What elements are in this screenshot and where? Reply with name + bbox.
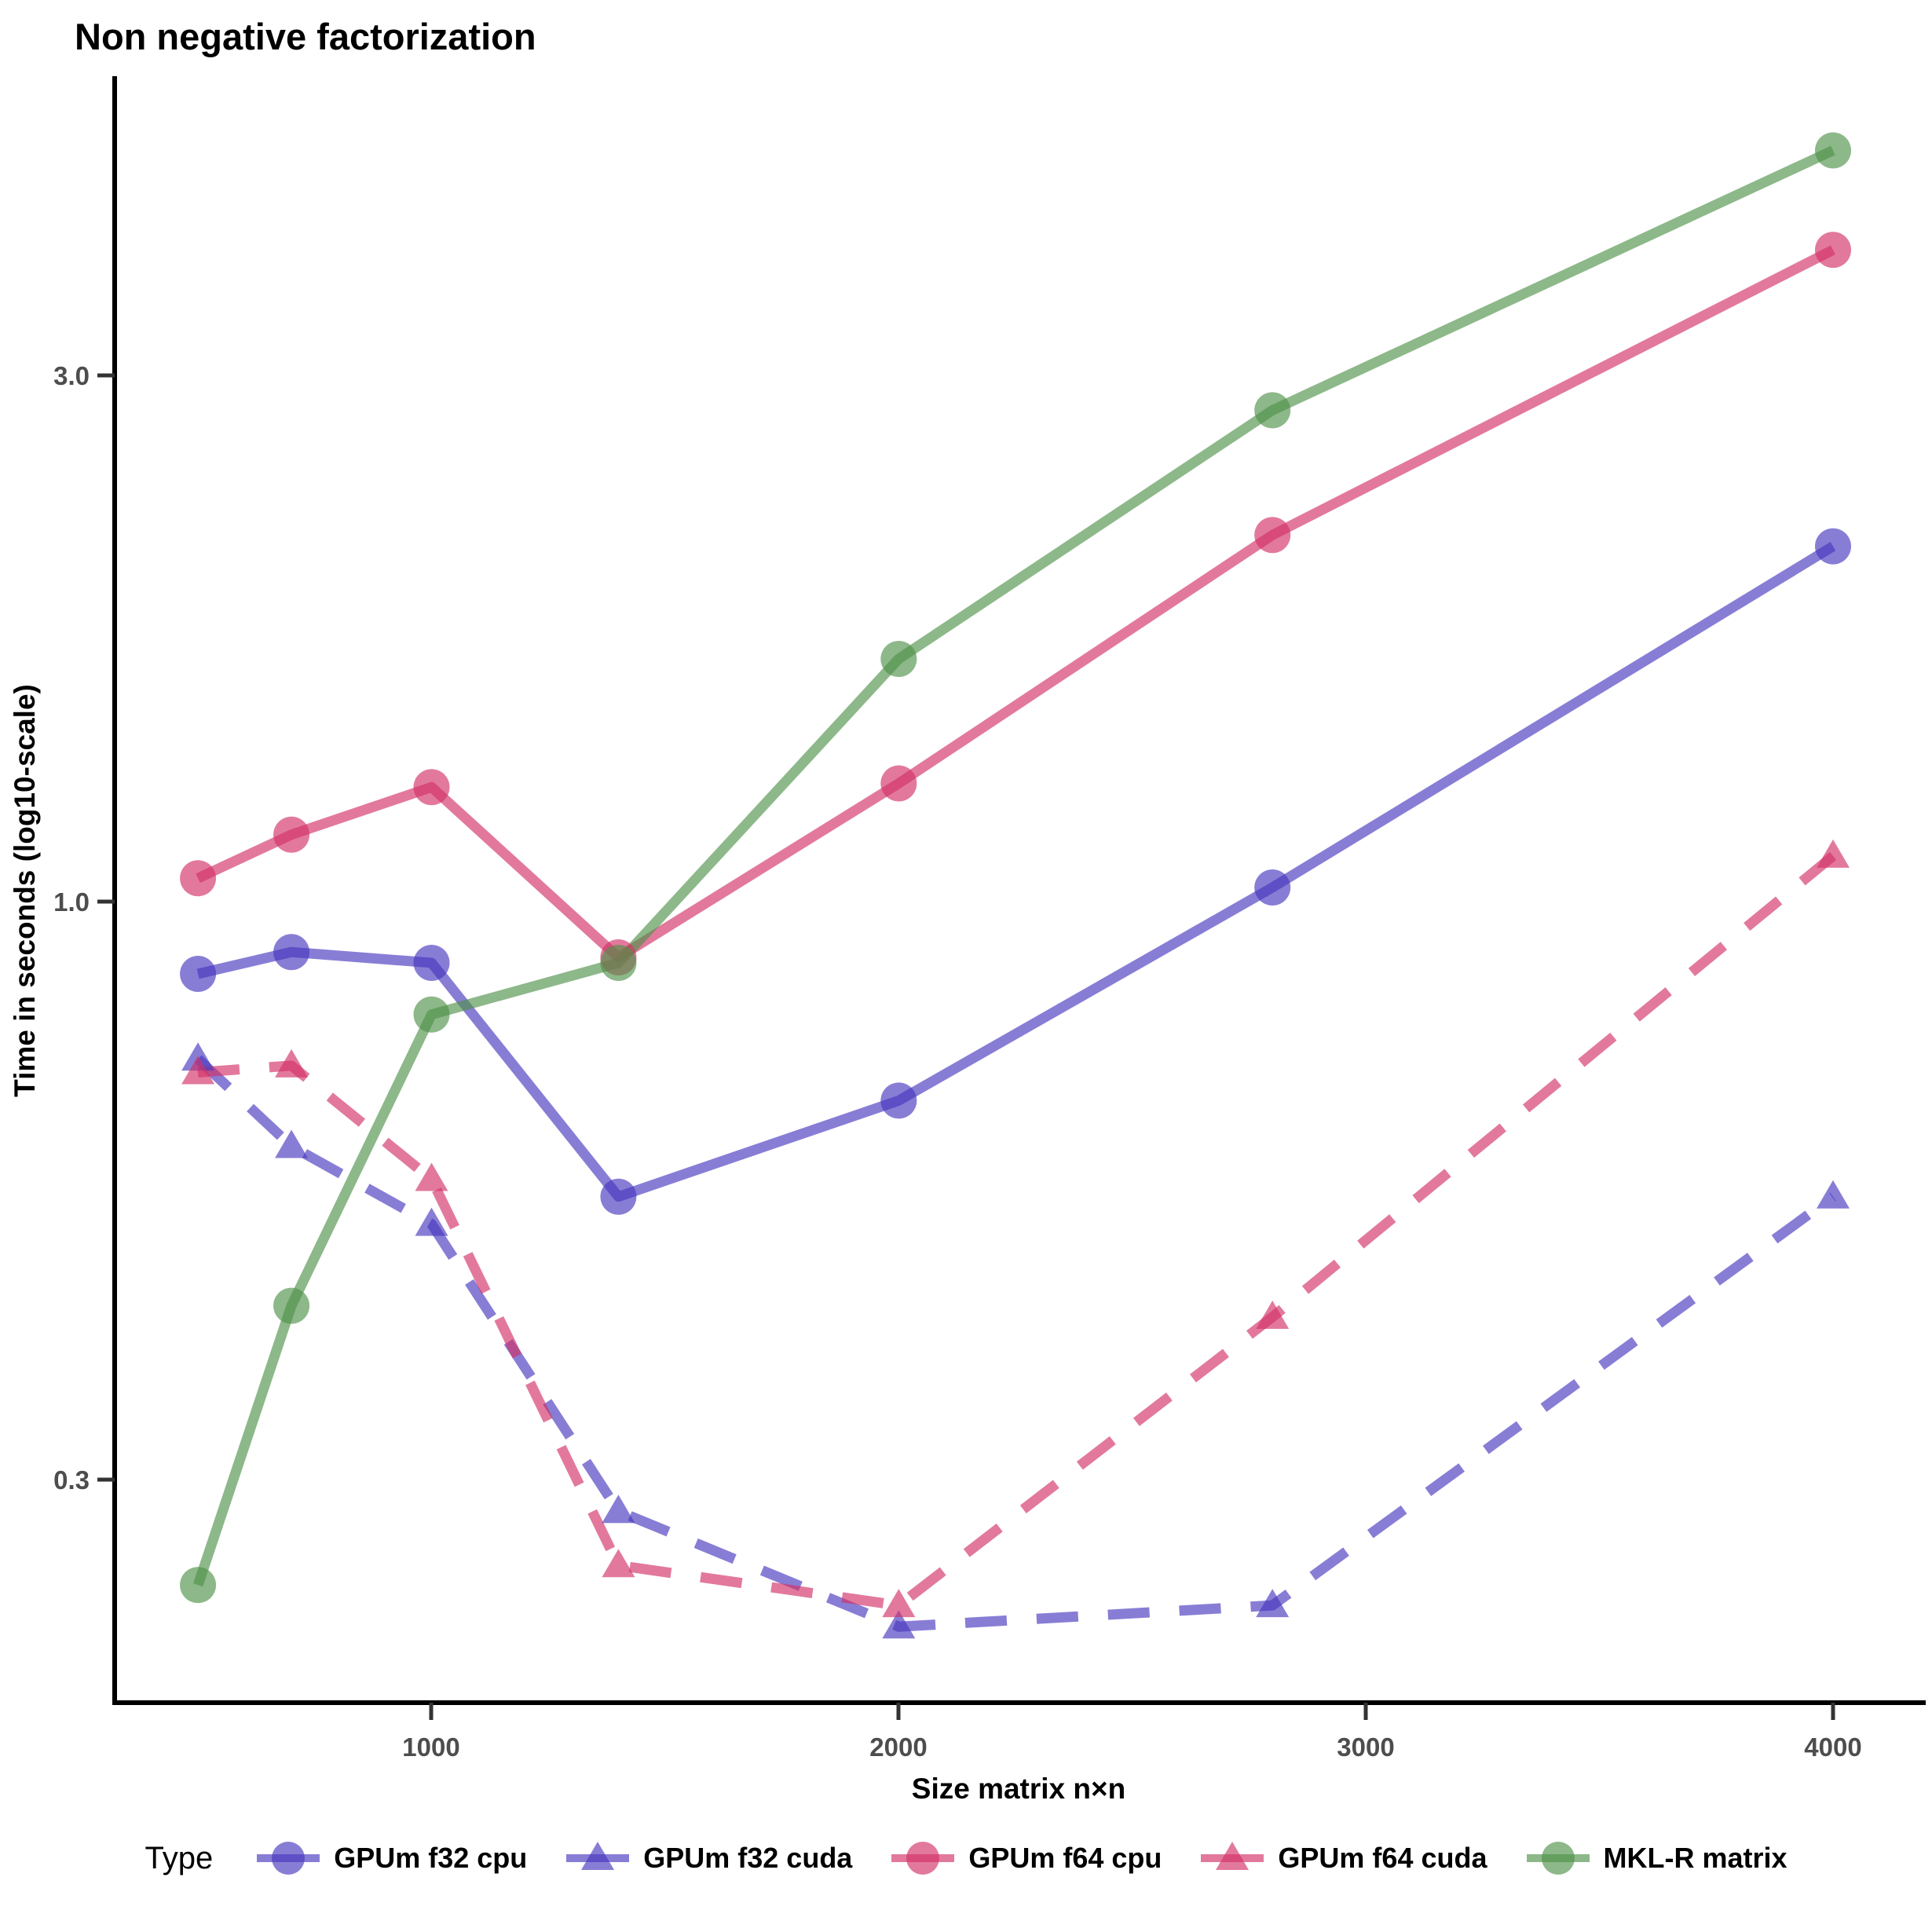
y-axis-title: Time in seconds (log10-scale): [9, 684, 41, 1097]
series-line-gpum-f32-cuda: [194, 1055, 1836, 1632]
x-axis-title: Size matrix n×n: [912, 1773, 1125, 1805]
axes: 1000 2000 3000 4000 3.0 1.0 0.3: [53, 76, 1926, 1762]
x-tick-label-0: 1000: [402, 1733, 459, 1762]
series-line-mkl-r-matrix: [192, 145, 1835, 1587]
point-gpum-f64-cuda-1000: [415, 1162, 448, 1191]
legend-label: GPUm f64 cuda: [1278, 1842, 1487, 1874]
y-tick-label-0: 3.0: [53, 361, 90, 390]
point-gpum-f32-cpu-4000: [1815, 528, 1851, 565]
x-tick-label-1: 2000: [869, 1733, 927, 1762]
point-gpum-f64-cuda-500: [181, 1056, 215, 1085]
point-mkl-r-matrix-4000: [1815, 132, 1851, 169]
legend-key-circle-icon: [1526, 1842, 1590, 1875]
legend-label: GPUm f64 cpu: [968, 1842, 1162, 1874]
point-gpum-f32-cuda-2000: [882, 1610, 916, 1639]
y-tick-label-1: 1.0: [53, 887, 90, 917]
point-gpum-f32-cpu-2800: [1254, 869, 1291, 906]
legend-key-triangle-icon: [566, 1842, 630, 1870]
series-line-gpum-f32-cpu: [196, 542, 1836, 1202]
legend-key-circle-icon: [257, 1842, 320, 1875]
point-gpum-f32-cpu-700: [273, 934, 310, 971]
legend-item-gpum-f32-cpu: GPUm f32 cpu: [254, 1835, 527, 1882]
series-points-layer: [180, 132, 1851, 1639]
point-mkl-r-matrix-500: [180, 1567, 217, 1604]
point-gpum-f32-cuda-1000: [415, 1207, 448, 1236]
point-gpum-f64-cpu-4000: [1815, 232, 1851, 269]
point-gpum-f64-cpu-700: [273, 816, 310, 853]
legend-item-gpum-f64-cpu: GPUm f64 cpu: [888, 1835, 1162, 1882]
x-tick-label-2: 3000: [1337, 1733, 1394, 1762]
point-gpum-f32-cuda-4000: [1817, 1180, 1850, 1209]
point-gpum-f64-cpu-2000: [880, 765, 917, 802]
point-gpum-f32-cpu-1000: [413, 944, 450, 981]
x-tick-label-3: 4000: [1804, 1733, 1861, 1762]
point-mkl-r-matrix-2000: [880, 640, 917, 677]
point-gpum-f32-cuda-1400: [602, 1495, 635, 1524]
legend-label: GPUm f32 cpu: [334, 1842, 528, 1874]
point-gpum-f32-cuda-700: [275, 1129, 309, 1158]
point-gpum-f64-cpu-500: [180, 860, 217, 897]
point-gpum-f32-cuda-2800: [1256, 1589, 1290, 1618]
point-gpum-f64-cpu-2800: [1254, 517, 1291, 554]
series-line-gpum-f64-cpu: [196, 245, 1835, 963]
plot-title: Non negative factorization: [75, 16, 536, 57]
y-tick-label-2: 0.3: [53, 1465, 90, 1495]
point-gpum-f32-cpu-2000: [880, 1082, 917, 1119]
legend-label: GPUm f32 cuda: [643, 1842, 853, 1874]
point-gpum-f32-cpu-500: [180, 955, 217, 992]
legend-key-triangle-icon: [1201, 1842, 1264, 1870]
point-gpum-f64-cuda-1400: [602, 1549, 635, 1578]
legend-item-gpum-f64-cuda: GPUm f64 cuda: [1198, 1835, 1487, 1882]
legend-item-mkl-r-matrix: MKL-R matrix: [1524, 1835, 1787, 1882]
legend-item-gpum-f32-cuda: GPUm f32 cuda: [563, 1835, 852, 1882]
legend-label: MKL-R matrix: [1603, 1842, 1787, 1874]
point-gpum-f64-cuda-700: [275, 1048, 309, 1078]
legend-title: Type: [145, 1840, 214, 1875]
point-gpum-f64-cuda-2000: [882, 1589, 916, 1618]
point-mkl-r-matrix-1000: [413, 996, 450, 1033]
point-mkl-r-matrix-2800: [1254, 392, 1291, 429]
series-lines-layer: [192, 145, 1837, 1632]
legend: Type GPUm f32 cpu GPUm f32 cuda GPUm f64 c…: [0, 1827, 1932, 1890]
point-mkl-r-matrix-1400: [600, 944, 637, 981]
point-mkl-r-matrix-700: [273, 1287, 310, 1324]
point-gpum-f64-cuda-4000: [1817, 839, 1850, 868]
point-gpum-f64-cpu-1000: [413, 769, 450, 806]
point-gpum-f32-cpu-1400: [600, 1178, 637, 1215]
legend-key-circle-icon: [891, 1842, 955, 1875]
point-gpum-f64-cuda-2800: [1256, 1300, 1290, 1329]
